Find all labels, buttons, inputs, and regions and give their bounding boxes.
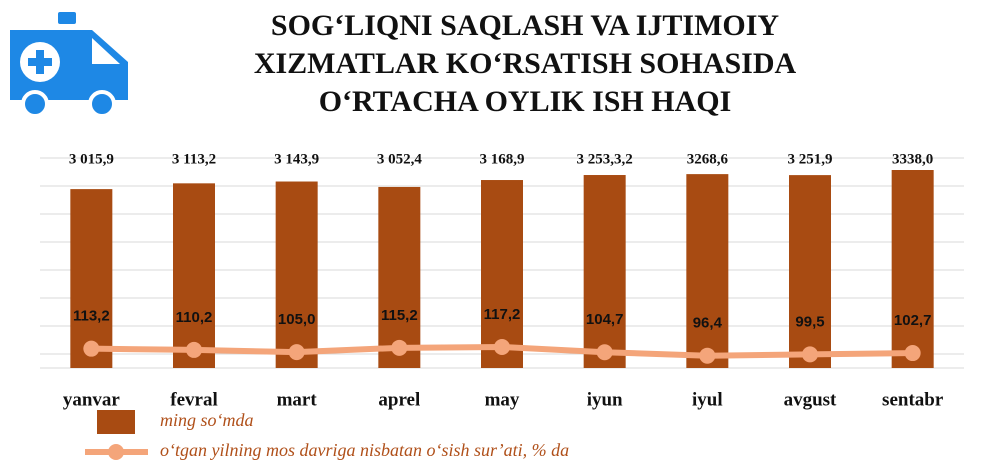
line-value-label: 105,0 <box>278 311 316 328</box>
line-value-label: 115,2 <box>381 307 418 324</box>
bar <box>378 186 421 368</box>
x-tick-label: fevral <box>170 389 217 410</box>
bar <box>70 189 113 368</box>
x-tick-label: aprel <box>378 389 420 410</box>
bar <box>275 181 318 368</box>
bar-value-label: 3 052,4 <box>377 151 423 167</box>
ambulance-icon <box>10 12 128 118</box>
x-tick-label: mart <box>277 389 318 410</box>
bar <box>481 180 523 368</box>
line-value-label: 110,2 <box>176 309 213 326</box>
bar-value-label: 3 143,9 <box>274 151 319 167</box>
x-tick-label: sentabr <box>882 389 944 410</box>
bar-value-label: 3 253,3,2 <box>577 151 633 167</box>
chart-title: O‘RTACHA OYLIK ISH HAQI <box>319 85 732 118</box>
bar-value-label: 3338,0 <box>892 151 933 167</box>
line-value-label: 117,2 <box>484 306 521 323</box>
line-value-label: 102,7 <box>894 312 932 329</box>
line-value-label: 96,4 <box>693 315 723 332</box>
bar <box>686 174 729 368</box>
x-tick-label: iyul <box>692 389 723 410</box>
line-marker <box>596 344 613 361</box>
line-marker <box>904 345 921 362</box>
bar-value-label: 3 015,9 <box>69 151 114 167</box>
line-marker <box>802 346 818 363</box>
x-tick-label: avgust <box>784 389 837 410</box>
bar <box>891 170 934 368</box>
chart-title: SOG‘LIQNI SAQLASH VA IJTIMOIY <box>271 9 780 42</box>
bar-value-label: 3 251,9 <box>788 151 833 167</box>
line-value-label: 104,7 <box>586 311 624 328</box>
bar-value-label: 3268,6 <box>687 151 729 167</box>
chart-title: XIZMATLAR KO‘RSATISH SOHASIDA <box>254 47 797 80</box>
bar-value-label: 3 113,2 <box>172 151 216 167</box>
x-tick-label: iyun <box>587 389 623 410</box>
line-value-label: 99,5 <box>795 313 824 330</box>
legend-swatch <box>108 444 124 460</box>
legend-swatch <box>97 410 135 434</box>
line-marker <box>699 347 716 364</box>
bar <box>583 175 626 368</box>
legend-label: ming so‘mda <box>160 410 254 430</box>
line-marker <box>83 340 100 357</box>
line-marker <box>186 341 202 358</box>
legend-label: o‘tgan yilning mos davriga nisbatan o‘si… <box>160 440 569 460</box>
x-tick-label: yanvar <box>63 389 121 410</box>
x-tick-label: may <box>485 389 520 410</box>
bar <box>789 175 831 368</box>
line-marker <box>288 344 305 361</box>
line-marker <box>391 339 408 356</box>
line-value-label: 113,2 <box>73 308 110 325</box>
bar <box>173 183 215 368</box>
line-marker <box>494 339 510 355</box>
bar-value-label: 3 168,9 <box>480 151 525 167</box>
